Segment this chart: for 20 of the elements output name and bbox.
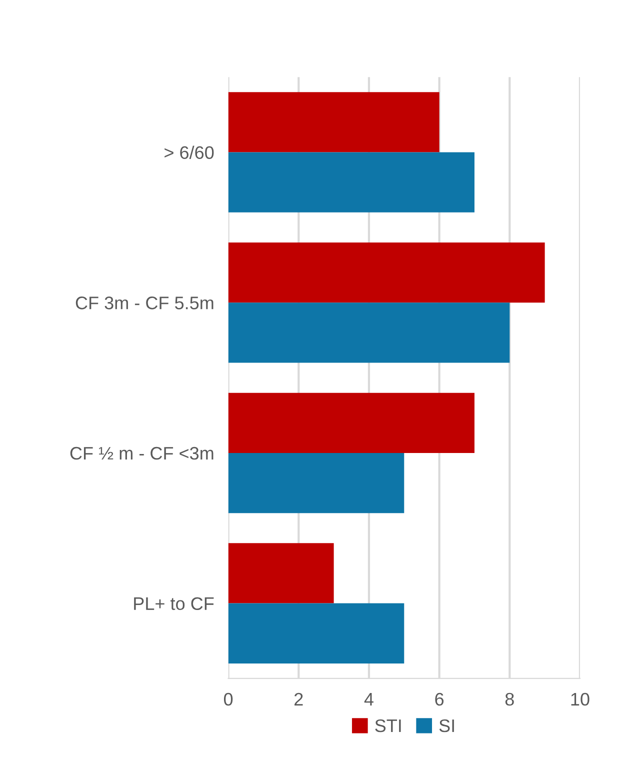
bar xyxy=(228,452,404,514)
y-tick-label: CF 3m - CF 5.5m xyxy=(76,296,214,310)
bar xyxy=(228,603,404,664)
x-tick-label: 0 xyxy=(224,692,233,706)
bar xyxy=(228,152,474,212)
y-tick-label: CF ½ m - CF <3m xyxy=(70,446,214,460)
y-tick-label: PL+ to CF xyxy=(134,597,214,610)
bar xyxy=(228,302,510,363)
bar xyxy=(228,392,474,453)
bar xyxy=(228,242,545,303)
legend-label: SI xyxy=(439,719,454,732)
legend-label: STI xyxy=(375,719,401,732)
x-tick-label: 4 xyxy=(364,693,374,706)
x-tick-label: 2 xyxy=(294,692,303,706)
x-tick-label: 8 xyxy=(505,692,514,706)
bar xyxy=(228,92,440,152)
y-tick-label: > 6/60 xyxy=(164,146,214,159)
x-tick-label: 6 xyxy=(435,692,444,706)
bar xyxy=(228,543,334,604)
x-tick-label: 10 xyxy=(571,692,590,706)
